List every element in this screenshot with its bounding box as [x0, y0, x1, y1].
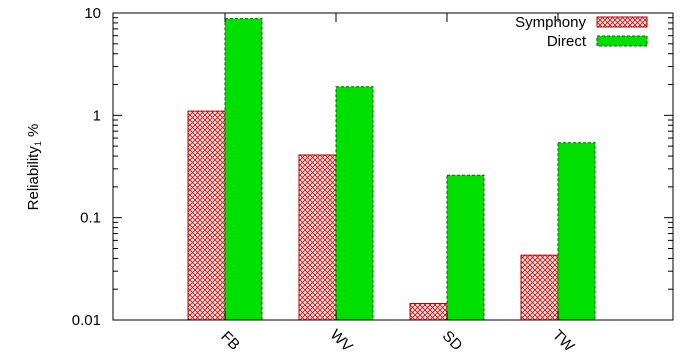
legend-swatch-direct: [596, 35, 648, 47]
x-tick-label-fb: FB: [217, 328, 243, 354]
y-axis: 0.01 0.1 1 10: [72, 5, 673, 329]
y-tick-label: 0.1: [80, 210, 101, 227]
y-tick-label: 1: [93, 107, 101, 124]
bar-symphony-sd: [409, 302, 448, 321]
y-axis-label-unit: %: [25, 124, 42, 142]
y-axis-label-main: Reliability: [25, 146, 42, 211]
bar-symphony-fb: [187, 110, 226, 321]
x-tick-label-sd: SD: [439, 327, 466, 354]
legend: Symphony Direct: [515, 14, 648, 50]
bar-direct-tw: [557, 142, 596, 321]
x-tick-label-wv: WV: [327, 326, 356, 355]
y-tick-label: 0.01: [72, 312, 101, 329]
bar-symphony-wv: [298, 154, 337, 321]
legend-swatch-symphony: [596, 16, 648, 28]
legend-label-symphony: Symphony: [515, 14, 586, 31]
bar-direct-sd: [446, 174, 485, 321]
bars-layer: [187, 18, 596, 321]
bar-symphony-tw: [520, 254, 559, 321]
y-tick-label: 10: [84, 5, 101, 22]
y-axis-label: Reliability1 %: [25, 124, 43, 211]
plot-frame: [112, 12, 674, 321]
x-tick-label-tw: TW: [549, 327, 578, 356]
y-axis-label-sub: 1: [33, 141, 43, 146]
bar-direct-fb: [224, 18, 263, 321]
legend-label-direct: Direct: [547, 33, 587, 50]
bar-direct-wv: [335, 86, 374, 321]
